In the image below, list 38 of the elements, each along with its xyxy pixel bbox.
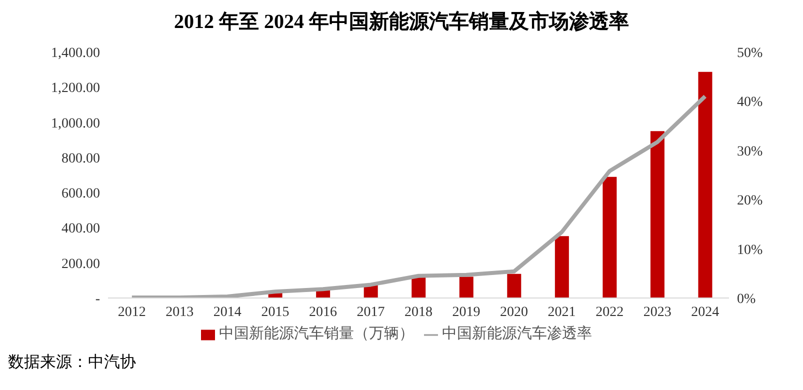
legend-label: 中国新能源汽车渗透率 — [442, 326, 592, 342]
x-tick-label: 2021 — [548, 304, 576, 320]
legend-label: 中国新能源汽车销量（万辆） — [219, 326, 414, 342]
y2-tick-label: 50% — [737, 46, 763, 61]
bar — [507, 274, 522, 298]
bar — [650, 131, 664, 298]
y-tick-label: 1,400.00 — [51, 46, 100, 61]
bar — [554, 236, 569, 298]
y-tick-label: 200.00 — [62, 256, 100, 272]
y-tick-label: 600.00 — [62, 186, 100, 202]
x-tick-label: 2017 — [356, 304, 385, 320]
x-tick-label: 2023 — [643, 304, 672, 320]
x-tick-label: 2018 — [404, 304, 432, 320]
y2-tick-label: 30% — [737, 144, 763, 160]
source-note: 数据来源：中汽协 — [8, 352, 137, 373]
bar — [459, 276, 474, 298]
y-tick-label: 1,000.00 — [51, 116, 100, 132]
x-tick-label: 2013 — [166, 304, 194, 320]
y-tick-label: 800.00 — [62, 151, 100, 166]
line-series — [130, 94, 708, 298]
bar — [698, 72, 712, 298]
y2-tick-label: 40% — [737, 95, 763, 110]
bar — [602, 176, 617, 298]
x-tick-label: 2022 — [596, 304, 624, 320]
x-tick-label: 2016 — [308, 304, 337, 320]
y-tick-label: 400.00 — [62, 222, 100, 237]
x-tick-label: 2014 — [213, 304, 242, 320]
x-tick-label: 2015 — [261, 304, 290, 320]
chart-title: 2012 年至 2024 年中国新能源汽车销量及市场渗透率 — [173, 10, 630, 35]
y-tick-label: - — [95, 292, 100, 307]
x-tick-label: 2012 — [118, 304, 146, 320]
y-tick-label: 1,200.00 — [51, 81, 100, 96]
y2-tick-label: 10% — [737, 242, 763, 258]
x-tick-label: 2024 — [691, 304, 720, 320]
y2-tick-label: 20% — [737, 194, 763, 209]
y2-tick-label: 0% — [737, 292, 756, 307]
x-tick-label: 2019 — [452, 304, 480, 320]
x-tick-label: 2020 — [500, 304, 528, 320]
